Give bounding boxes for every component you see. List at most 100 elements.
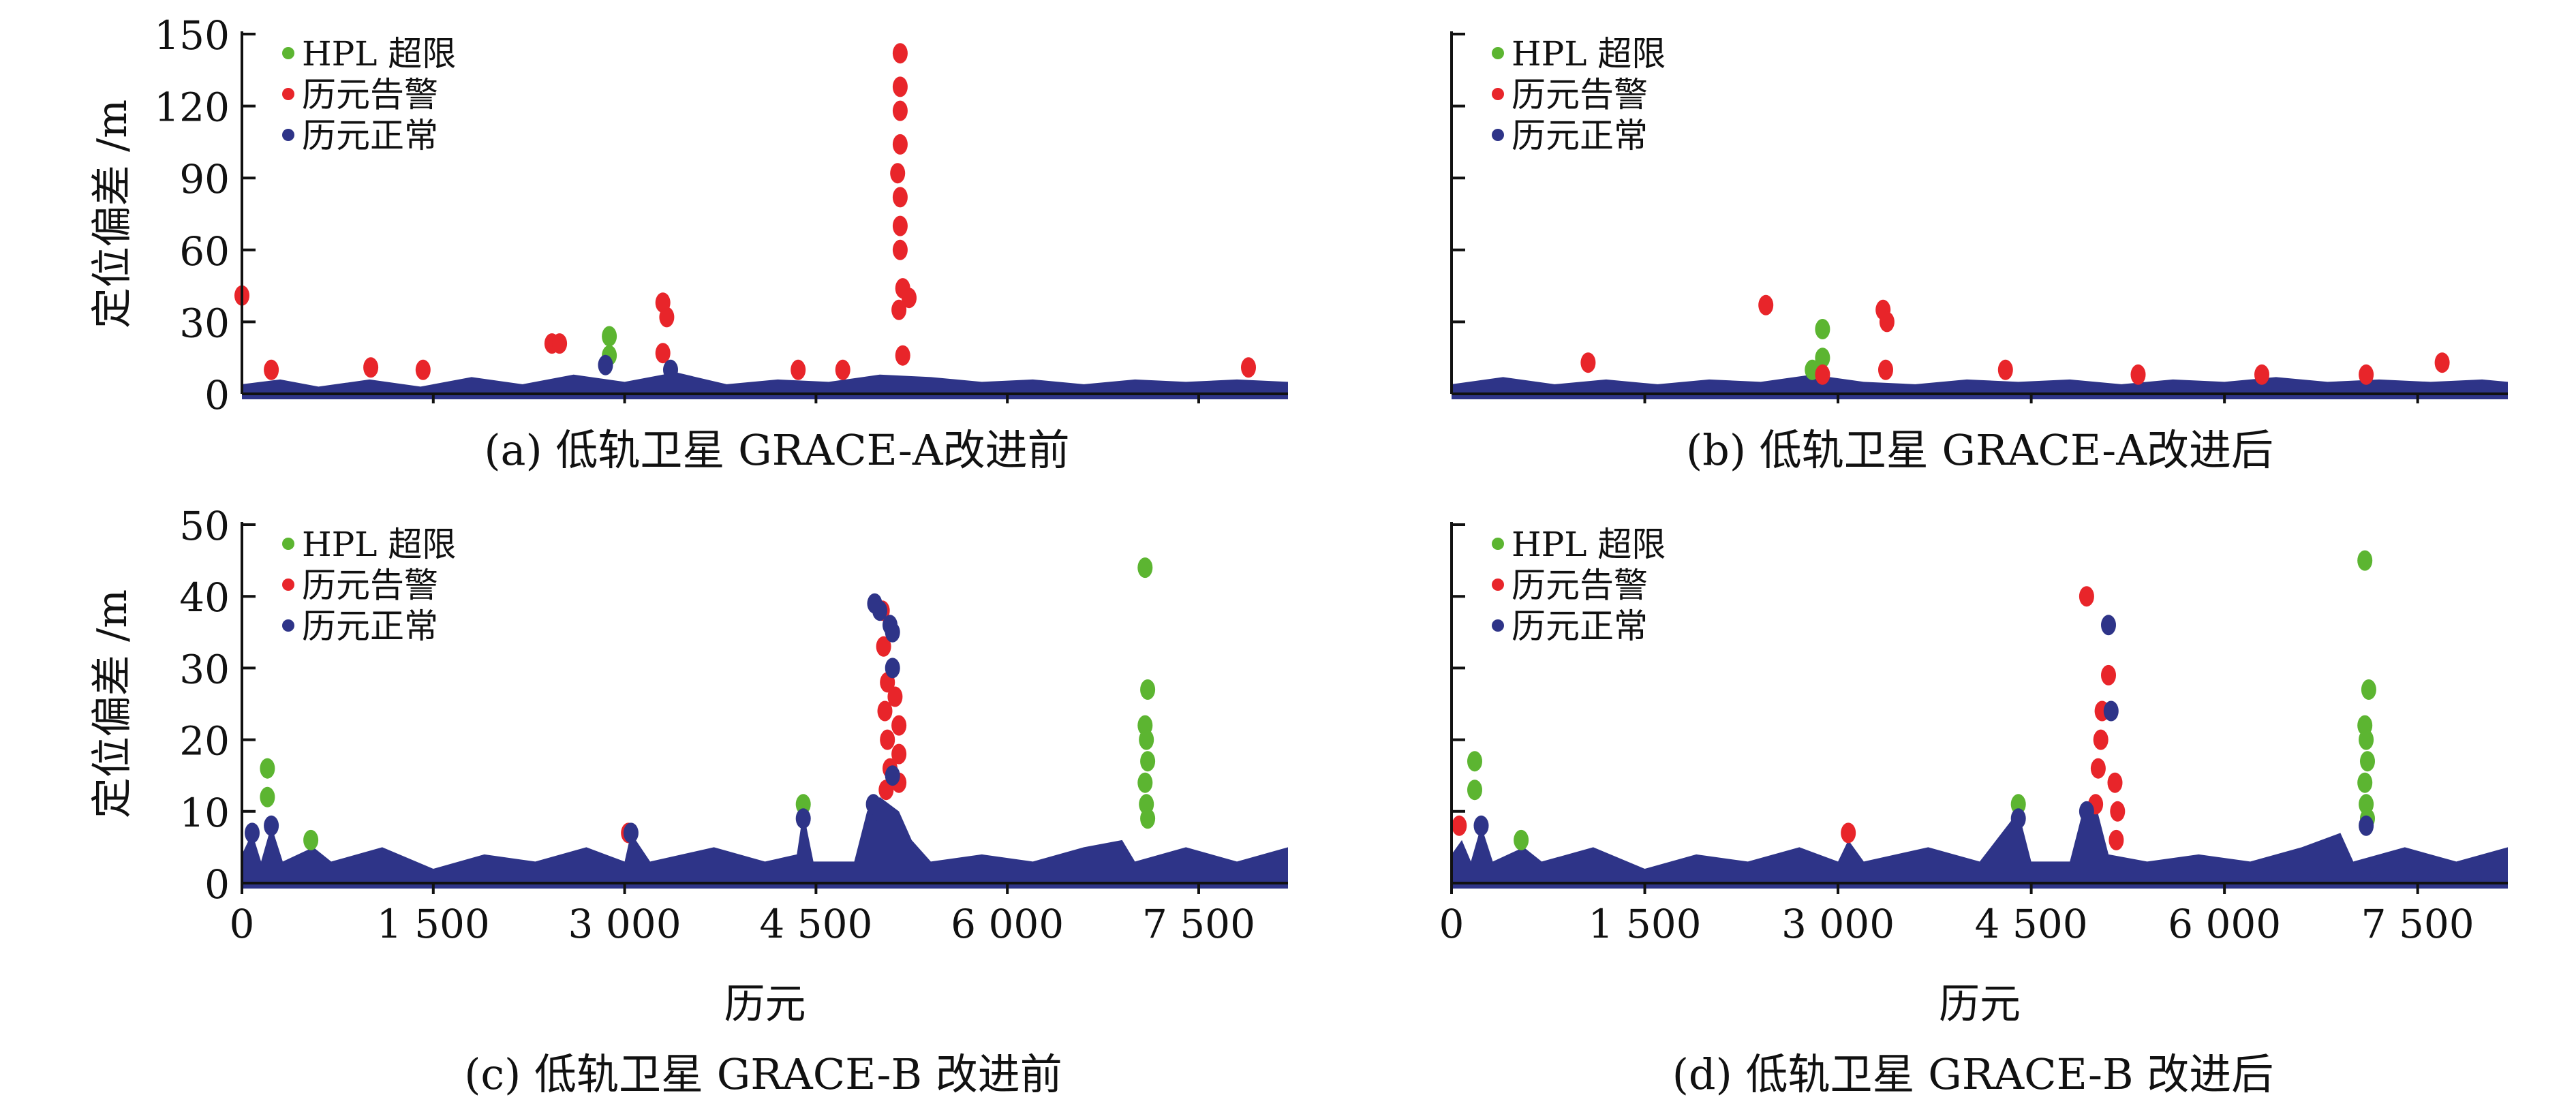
series-normal (1473, 615, 2374, 836)
data-point-hpl (1815, 348, 1830, 369)
legend-marker-hpl (282, 47, 294, 59)
data-point-alarm (891, 299, 907, 320)
x-tick-label: 1 500 (1589, 901, 1702, 947)
data-point-alarm (835, 359, 850, 380)
data-point-hpl (2361, 679, 2376, 700)
legend-marker-alarm (282, 579, 294, 591)
chart-d: 0 1 500 3 000 4 500 6 000 7 500 历元 HPL 超限历元告警历元… (1439, 522, 2508, 1099)
data-point-alarm (1878, 359, 1893, 380)
data-point-hpl (1137, 557, 1153, 579)
legend-label: 历元告警 (1512, 75, 1648, 114)
data-point-alarm (1580, 352, 1596, 373)
legend-label: 历元告警 (1512, 566, 1648, 605)
y-tick-label: 30 (179, 300, 230, 346)
data-point-alarm (890, 163, 906, 184)
data-point-hpl (1467, 780, 1482, 801)
y-tick-label: 60 (179, 228, 230, 275)
legend-marker-normal (1492, 129, 1504, 141)
data-point-hpl (1140, 751, 1156, 772)
x-axis-label: 历元 (724, 981, 806, 1028)
data-point-hpl (1140, 808, 1156, 829)
x-tick-label: 6 000 (951, 901, 1064, 947)
x-axis-label: 历元 (1939, 981, 2021, 1028)
data-point-hpl (1514, 829, 1529, 850)
y-tick-label: 0 (204, 372, 230, 418)
data-point-alarm (2093, 729, 2109, 750)
data-point-alarm (363, 357, 379, 378)
normal-epoch-band (242, 797, 1288, 889)
data-point-alarm (264, 359, 279, 380)
y-axis-label: 定位偏差 /m (89, 589, 136, 818)
data-point-alarm (659, 307, 675, 328)
data-point-normal (598, 354, 613, 375)
legend-label: 历元正常 (302, 116, 438, 155)
data-point-alarm (902, 288, 917, 309)
data-point-alarm (895, 345, 910, 366)
data-point-hpl (303, 829, 319, 850)
x-tick-label: 3 000 (568, 901, 681, 947)
data-point-alarm (2434, 352, 2450, 373)
legend-marker-hpl (282, 538, 294, 550)
series-hpl (260, 557, 1156, 850)
legend-label: HPL 超限 (302, 34, 456, 74)
x-tick-label: 4 500 (1975, 901, 2088, 947)
data-point-hpl (1139, 729, 1154, 750)
chart-caption: (d) 低轨卫星 GRACE-B 改进后 (1672, 1049, 2274, 1099)
series-normal (245, 593, 900, 844)
chart-caption: (c) 低轨卫星 GRACE-B 改进前 (464, 1049, 1062, 1099)
chart-caption: (b) 低轨卫星 GRACE-A改进后 (1686, 425, 2273, 475)
data-point-normal (2103, 700, 2119, 722)
x-tick-label: 4 500 (759, 901, 872, 947)
legend-label: 历元告警 (302, 566, 438, 605)
data-point-alarm (552, 333, 568, 354)
series-alarm (621, 600, 907, 844)
data-point-hpl (1137, 772, 1153, 793)
y-tick-label: 150 (154, 12, 230, 59)
data-point-hpl (1815, 319, 1830, 339)
legend-marker-hpl (1492, 47, 1504, 59)
series-alarm (1580, 294, 2450, 385)
legend-label: HPL 超限 (1512, 525, 1666, 564)
series-hpl (1467, 550, 2376, 850)
data-point-normal (1473, 815, 1489, 836)
data-point-normal (2079, 801, 2094, 822)
data-point-normal (264, 815, 279, 836)
data-point-normal (872, 600, 887, 621)
data-point-alarm (876, 636, 891, 657)
data-point-alarm (2359, 364, 2374, 385)
data-point-hpl (2359, 729, 2374, 750)
chart-c: 0 10 20 30 40 50 0 1 500 3 000 4 500 6 000 7 500 定位偏… (89, 503, 1288, 1099)
data-point-alarm (891, 715, 907, 736)
y-tick-label: 10 (179, 790, 230, 836)
legend-label: 历元正常 (1512, 116, 1648, 155)
data-point-alarm (892, 76, 908, 97)
data-point-hpl (2360, 751, 2375, 772)
y-tick-label: 120 (154, 84, 230, 131)
data-point-alarm (892, 134, 908, 155)
x-tick-label: 7 500 (2361, 901, 2474, 947)
legend-label: HPL 超限 (1512, 34, 1666, 74)
data-point-alarm (1997, 359, 2013, 380)
data-point-alarm (2130, 364, 2146, 385)
data-point-alarm (1879, 311, 1895, 333)
data-point-alarm (2110, 801, 2126, 822)
normal-epoch-band (1452, 804, 2508, 889)
data-point-alarm (1241, 357, 1256, 378)
legend-label: 历元告警 (302, 75, 438, 114)
data-point-normal (2359, 815, 2374, 836)
y-tick-label: 20 (179, 718, 230, 765)
y-tick-label: 0 (204, 861, 230, 908)
y-axis-label: 定位偏差 /m (89, 99, 136, 328)
data-point-normal (885, 658, 900, 679)
series-normal (598, 354, 678, 380)
normal-epoch-band (1452, 374, 2508, 399)
data-point-alarm (892, 215, 908, 236)
legend-marker-normal (282, 619, 294, 632)
x-tick-label: 0 (230, 901, 255, 947)
x-tick-label: 1 500 (377, 901, 490, 947)
